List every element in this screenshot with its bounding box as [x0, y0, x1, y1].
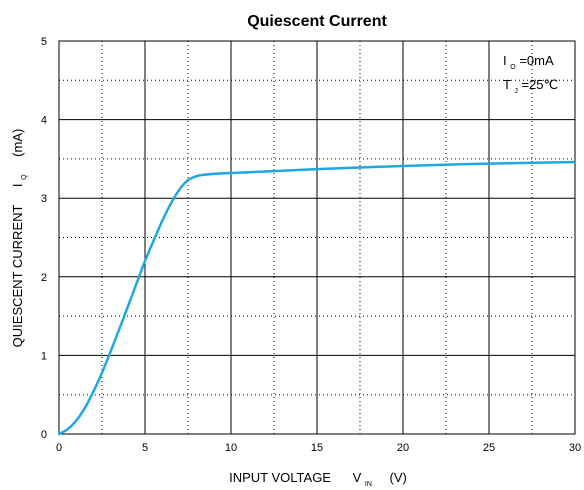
y-axis-subscript: Q — [21, 174, 28, 180]
annotation-output-current: I O =0mA — [503, 53, 554, 72]
annotation-tj-value: =25℃ — [521, 77, 558, 92]
y-axis-label: QUIESCENT CURRENT I Q (mA) — [10, 129, 29, 348]
x-tick-label: 15 — [311, 442, 323, 454]
x-axis-unit: (V) — [390, 470, 407, 485]
y-axis-unit: (mA) — [10, 129, 25, 157]
y-tick-label: 4 — [41, 115, 47, 127]
grid — [59, 41, 575, 434]
x-tick-label: 10 — [225, 442, 237, 454]
x-tick-label: 0 — [56, 442, 62, 454]
y-tick-label: 2 — [41, 272, 47, 284]
series-layer — [57, 160, 577, 436]
ticks: 0 5 10 15 20 25 30 0 1 2 3 4 5 — [41, 36, 581, 454]
x-tick-label: 30 — [569, 442, 581, 454]
x-axis-symbol: V — [353, 470, 362, 485]
x-axis-label: INPUT VOLTAGE V IN (V) — [229, 470, 407, 489]
y-tick-label: 5 — [41, 36, 47, 48]
series-line-0 — [57, 160, 577, 436]
y-tick-label: 3 — [41, 193, 47, 205]
annotation-io-symbol: I — [503, 53, 507, 68]
plot-frame — [58, 40, 576, 435]
x-axis-title: INPUT VOLTAGE — [229, 470, 331, 485]
annotation-io-subscript: O — [510, 64, 516, 71]
x-tick-label: 25 — [483, 442, 495, 454]
y-tick-label: 0 — [41, 429, 47, 441]
annotation-junction-temp: T J =25℃ — [503, 77, 558, 96]
y-axis-symbol: I — [10, 184, 25, 188]
y-tick-label: 1 — [41, 350, 47, 362]
y-axis-title: QUIESCENT CURRENT — [10, 205, 25, 348]
annotation-io-value: =0mA — [519, 53, 554, 68]
annotation-tj-subscript: J — [514, 88, 518, 95]
x-tick-label: 5 — [142, 442, 148, 454]
x-tick-label: 20 — [397, 442, 409, 454]
annotation-tj-symbol: T — [503, 77, 511, 92]
x-axis-subscript: IN — [365, 481, 372, 488]
chart-title: Quiescent Current — [247, 13, 387, 30]
